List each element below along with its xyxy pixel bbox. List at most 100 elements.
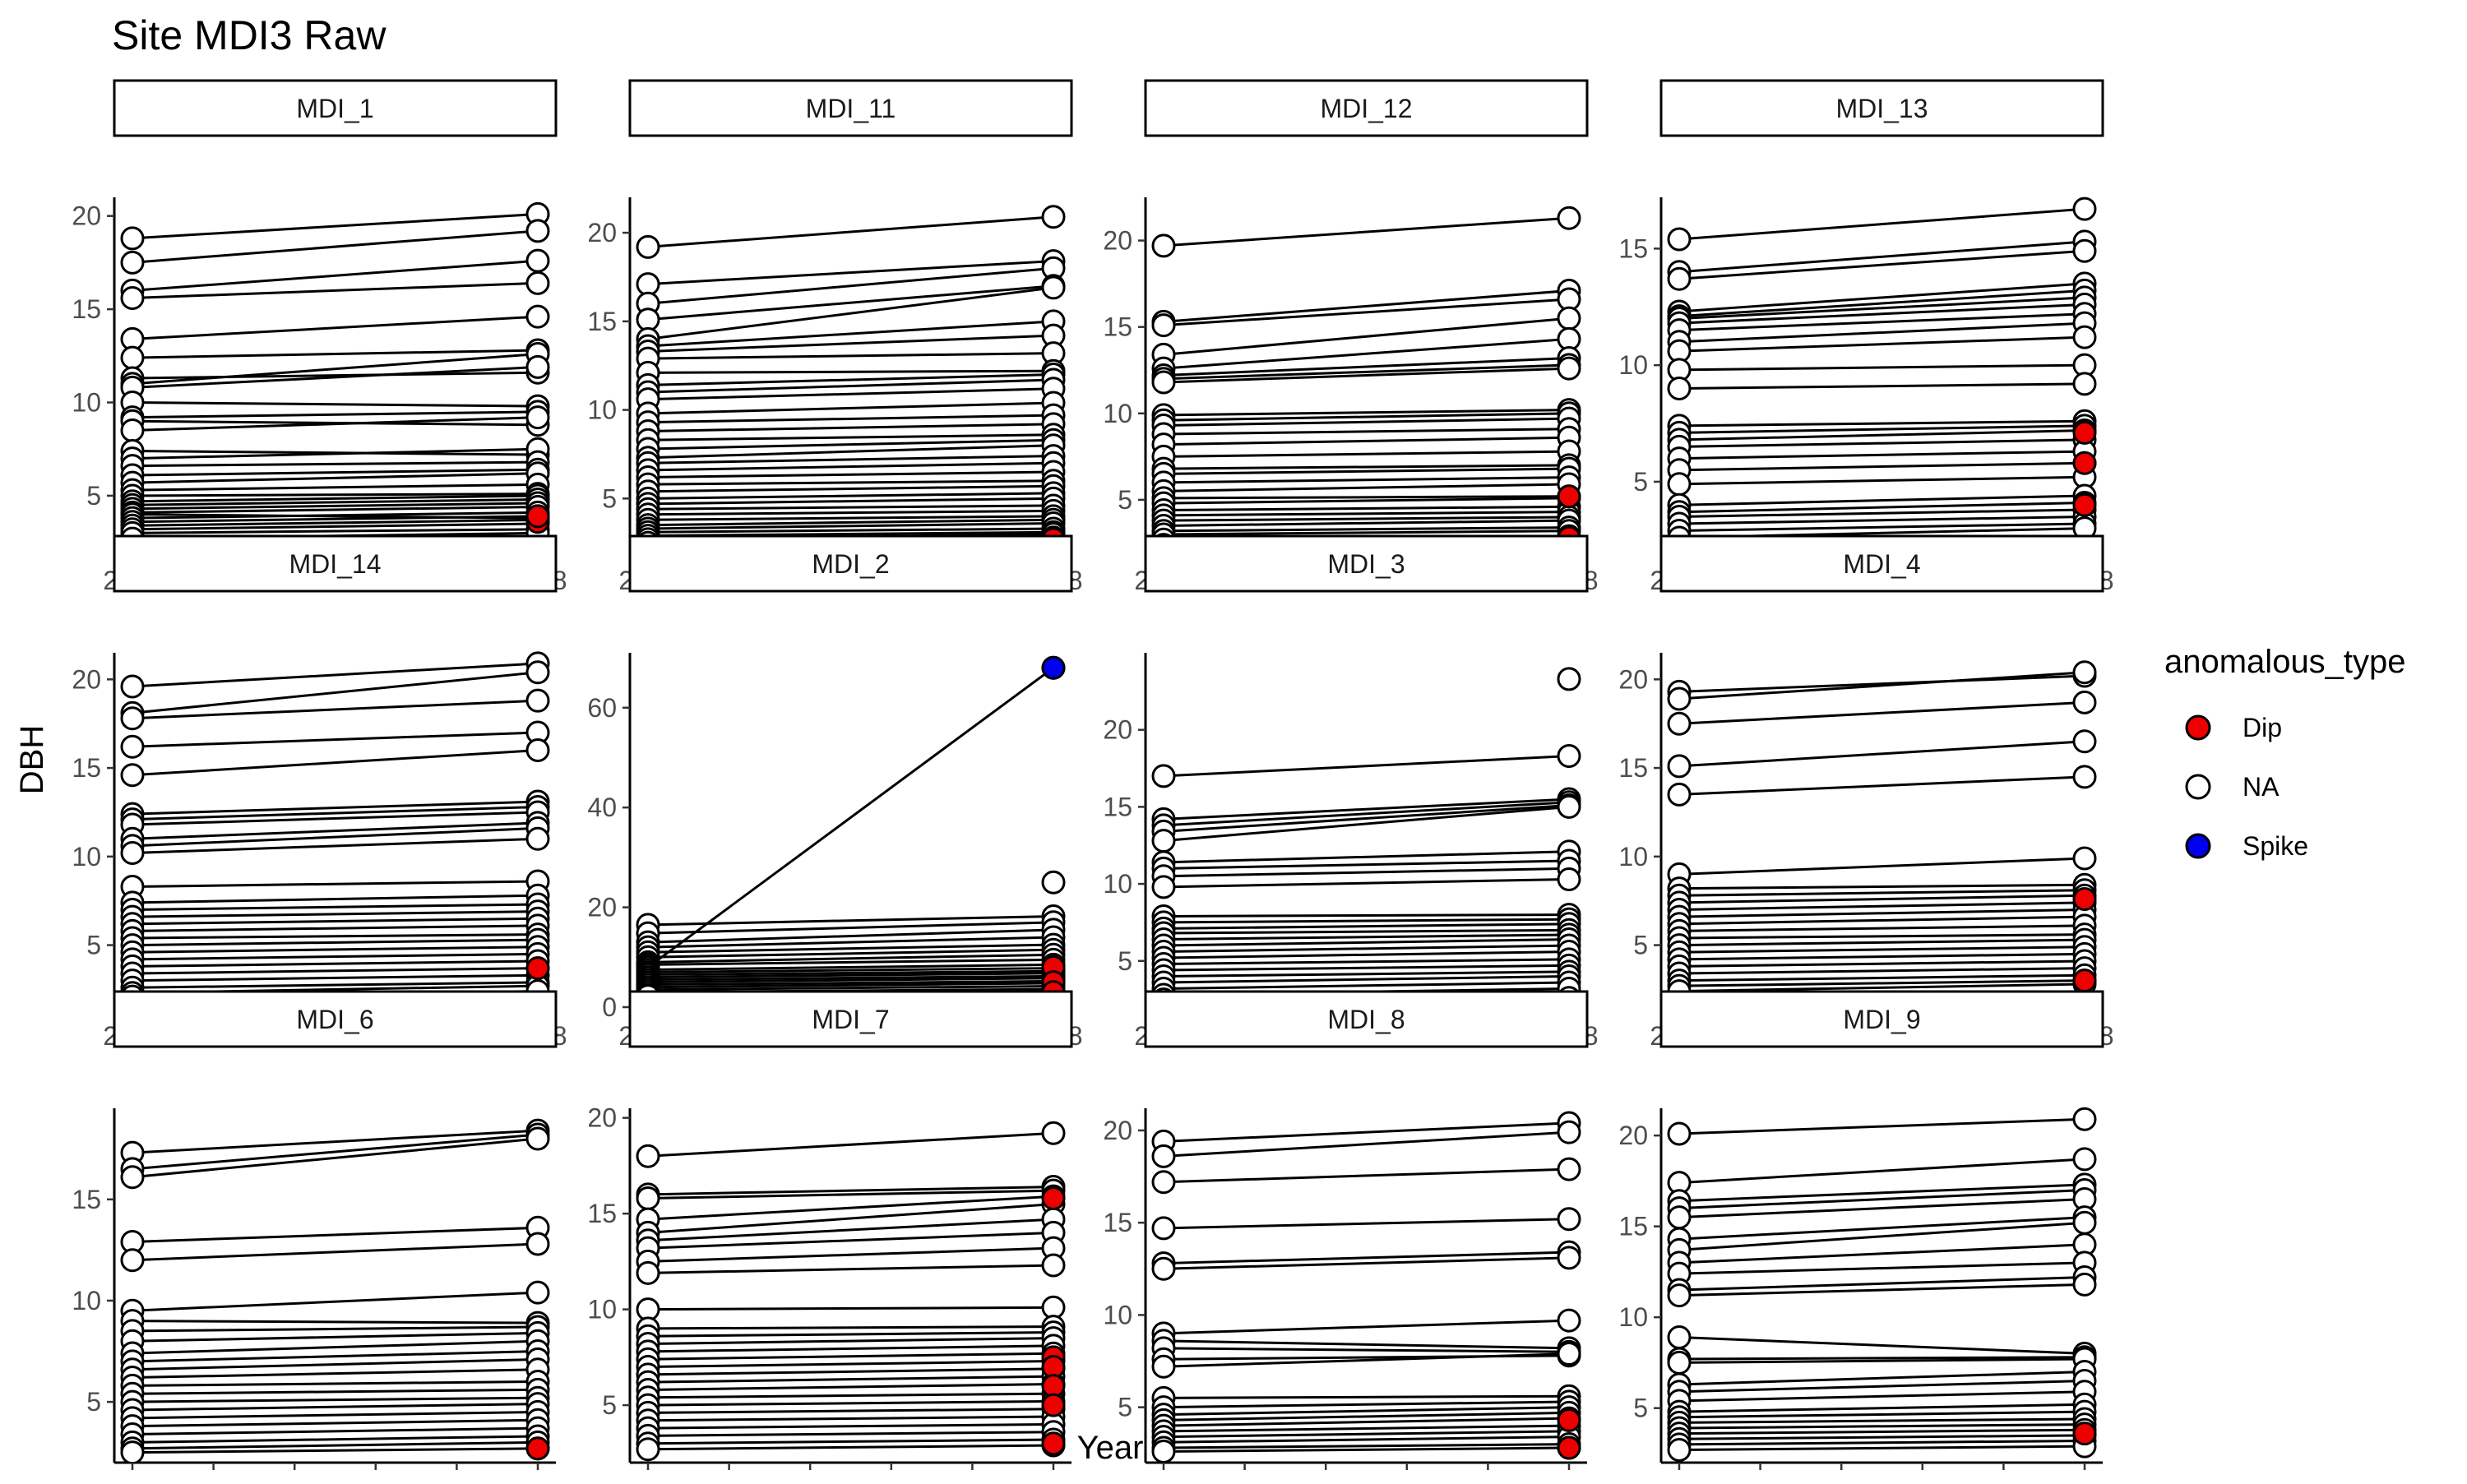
na-point — [1557, 1207, 1581, 1232]
tree-growth-line — [132, 1435, 539, 1444]
tree-growth-line — [132, 662, 539, 688]
tree-growth-line — [132, 212, 539, 240]
na-point — [1557, 744, 1581, 769]
y-tick-label: 15 — [72, 294, 101, 324]
y-tick-label: 0 — [602, 992, 617, 1022]
tree-growth-line — [1163, 975, 1570, 984]
tree-growth-line — [1678, 1198, 2085, 1219]
tree-growth-line — [1163, 464, 1570, 470]
tree-growth-line — [132, 1396, 539, 1403]
facet-panel-MDI_14: MDI_145101520201320142015201620172018 — [72, 534, 567, 1051]
facet-panel-MDI_1: MDI_15101520201320142015201620172018 — [72, 79, 567, 595]
x-tick-label: 2018 — [508, 1477, 567, 1480]
x-tick-label: 2013 — [618, 1477, 677, 1480]
tree-growth-line — [647, 401, 1054, 415]
na-point — [2072, 1107, 2097, 1131]
x-tick-label: 2018 — [1539, 1477, 1598, 1480]
tree-growth-line — [132, 353, 539, 386]
tree-growth-line — [647, 972, 1054, 979]
tree-growth-line — [1678, 363, 2085, 372]
na-point — [2072, 765, 2097, 789]
tree-growth-line — [1678, 1243, 2085, 1264]
tree-growth-line — [132, 924, 539, 932]
tree-growth-line — [1163, 850, 1570, 864]
tree-growth-line — [1163, 1394, 1570, 1399]
tree-growth-line — [132, 1447, 539, 1454]
tree-growth-line — [647, 260, 1054, 286]
na-point — [1151, 1216, 1176, 1241]
dip-point — [2072, 451, 2097, 475]
facet-strip — [1144, 990, 1589, 1048]
tree-growth-line — [1678, 973, 2085, 982]
tree-growth-line — [132, 933, 539, 940]
tree-growth-line — [132, 938, 539, 947]
tree-growth-line — [1163, 367, 1570, 384]
tree-growth-line — [132, 800, 539, 816]
tree-growth-line — [647, 979, 1054, 987]
tree-growth-line — [647, 461, 1054, 472]
tree-growth-line — [132, 410, 539, 419]
tree-growth-line — [647, 387, 1054, 401]
tree-growth-line — [1678, 1403, 2085, 1413]
x-tick-label: 2015 — [781, 1477, 840, 1480]
legend-label: Spike — [2243, 831, 2308, 861]
tree-growth-line — [647, 527, 1054, 534]
x-tick-label: 2013 — [103, 1477, 161, 1480]
y-tick-label: 10 — [1618, 842, 1648, 871]
tree-growth-line — [132, 952, 539, 961]
tree-growth-line — [647, 438, 1054, 451]
tree-growth-line — [132, 981, 539, 989]
tree-growth-line — [132, 1440, 539, 1450]
tree-growth-line — [132, 1426, 539, 1436]
na-point — [120, 734, 145, 759]
tree-growth-line — [1163, 950, 1570, 959]
tree-growth-line — [132, 492, 539, 497]
tree-growth-line — [647, 1231, 1054, 1250]
tree-growth-line — [1163, 1411, 1570, 1422]
panel-marks — [636, 655, 1066, 1007]
tree-growth-line — [1678, 501, 2085, 514]
dip-point — [525, 504, 550, 529]
tree-growth-line — [647, 352, 1054, 360]
tree-growth-line — [1163, 1443, 1570, 1449]
tree-growth-line — [1163, 1319, 1570, 1335]
dip-point — [1041, 1186, 1066, 1210]
facet-strip-label: MDI_14 — [289, 549, 381, 579]
tree-growth-line — [647, 423, 1054, 432]
panel-marks — [1667, 1107, 2097, 1463]
tree-growth-line — [132, 811, 539, 826]
na-point — [525, 826, 550, 851]
tree-growth-line — [132, 494, 539, 503]
facet-strip-label: MDI_3 — [1327, 549, 1405, 579]
tree-growth-line — [647, 497, 1054, 506]
na-point — [2072, 1272, 2097, 1297]
na-point — [2072, 1210, 2097, 1235]
y-tick-label: 20 — [1103, 715, 1132, 745]
tree-growth-line — [1163, 298, 1570, 327]
x-tick-label: 2015 — [266, 1477, 324, 1480]
tree-growth-line — [1163, 428, 1570, 436]
tree-growth-line — [1678, 959, 2085, 968]
tree-growth-line — [1163, 933, 1570, 941]
tree-growth-line — [1678, 303, 2085, 325]
dip-point — [1557, 484, 1581, 509]
na-point — [525, 1232, 550, 1256]
na-point — [1151, 875, 1176, 899]
y-tick-label: 5 — [602, 1390, 617, 1420]
y-tick-label: 15 — [72, 753, 101, 783]
facet-panel-MDI_4: MDI_45101520201320142015201620172018 — [1618, 534, 2114, 1051]
tree-growth-line — [1163, 1339, 1570, 1350]
tree-growth-line — [1678, 1183, 2085, 1203]
tree-growth-line — [132, 349, 539, 359]
tree-growth-line — [1678, 1380, 2085, 1394]
y-tick-label: 5 — [1118, 946, 1132, 976]
tree-growth-line — [1678, 775, 2085, 796]
legend-key-dip — [2185, 714, 2211, 741]
x-tick-label: 2016 — [346, 1477, 405, 1480]
na-point — [1667, 1283, 1692, 1308]
na-point — [2072, 690, 2097, 714]
tree-growth-line — [1678, 1158, 2085, 1185]
tree-growth-line — [1163, 511, 1570, 517]
tree-growth-line — [132, 1339, 539, 1355]
tree-growth-line — [132, 826, 539, 848]
